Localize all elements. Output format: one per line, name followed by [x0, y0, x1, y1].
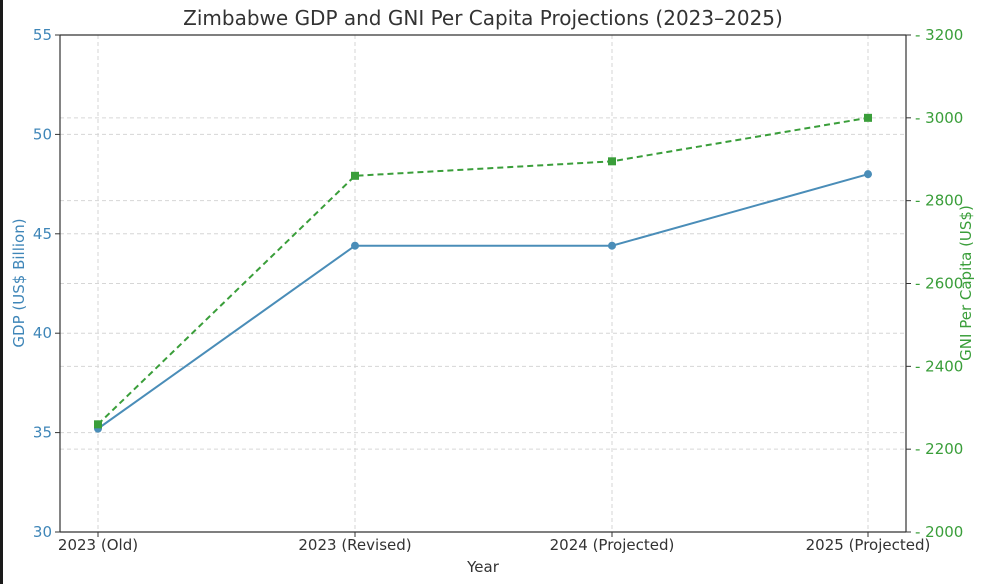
- left-axis-label: GDP (US$ Billion): [10, 218, 28, 347]
- image-left-border: [0, 0, 3, 584]
- chart-title: Zimbabwe GDP and GNI Per Capita Projecti…: [183, 6, 783, 30]
- left-tick-label: 45: [33, 225, 52, 243]
- gni-data-point: [864, 113, 872, 122]
- x-tick-label: 2023 (Revised): [298, 536, 411, 554]
- left-axis-ticks: 30 35 40 45 50 55: [33, 26, 60, 541]
- left-tick-label: 35: [33, 424, 52, 442]
- x-axis-label: Year: [466, 558, 500, 576]
- gni-data-point: [94, 420, 102, 429]
- right-tick-label: - 2000: [915, 523, 963, 541]
- gdp-data-point: [351, 241, 359, 250]
- x-axis-ticks: 2023 (Old) 2023 (Revised) 2024 (Projected)…: [58, 532, 930, 554]
- x-tick-label: 2023 (Old): [58, 536, 138, 554]
- left-tick-label: 40: [33, 324, 52, 342]
- left-tick-label: 55: [33, 26, 52, 44]
- left-tick-label: 50: [33, 125, 52, 143]
- right-axis-ticks: - 2000 - 2200 - 2400 - 2600 - 2800 - 3000 - 32…: [906, 26, 963, 541]
- left-tick-label: 30: [33, 523, 52, 541]
- right-tick-label: - 2800: [915, 192, 963, 210]
- gni-data-point: [608, 157, 616, 166]
- gdp-series-line: [97, 173, 869, 430]
- right-axis-label: GNI Per Capita (US$): [957, 205, 975, 361]
- right-tick-label: - 2200: [915, 440, 963, 458]
- gni-series-line: [97, 116, 869, 426]
- gdp-data-point: [864, 170, 872, 179]
- x-tick-label: 2025 (Projected): [806, 536, 931, 554]
- right-tick-label: - 3200: [915, 26, 963, 44]
- right-tick-label: - 2600: [915, 275, 963, 293]
- gni-data-point: [351, 171, 359, 180]
- right-tick-label: - 2400: [915, 357, 963, 375]
- series: [94, 113, 872, 433]
- grid-lines: [60, 34, 906, 533]
- right-tick-label: - 3000: [915, 109, 963, 127]
- x-tick-label: 2024 (Projected): [550, 536, 675, 554]
- gdp-data-point: [608, 241, 616, 250]
